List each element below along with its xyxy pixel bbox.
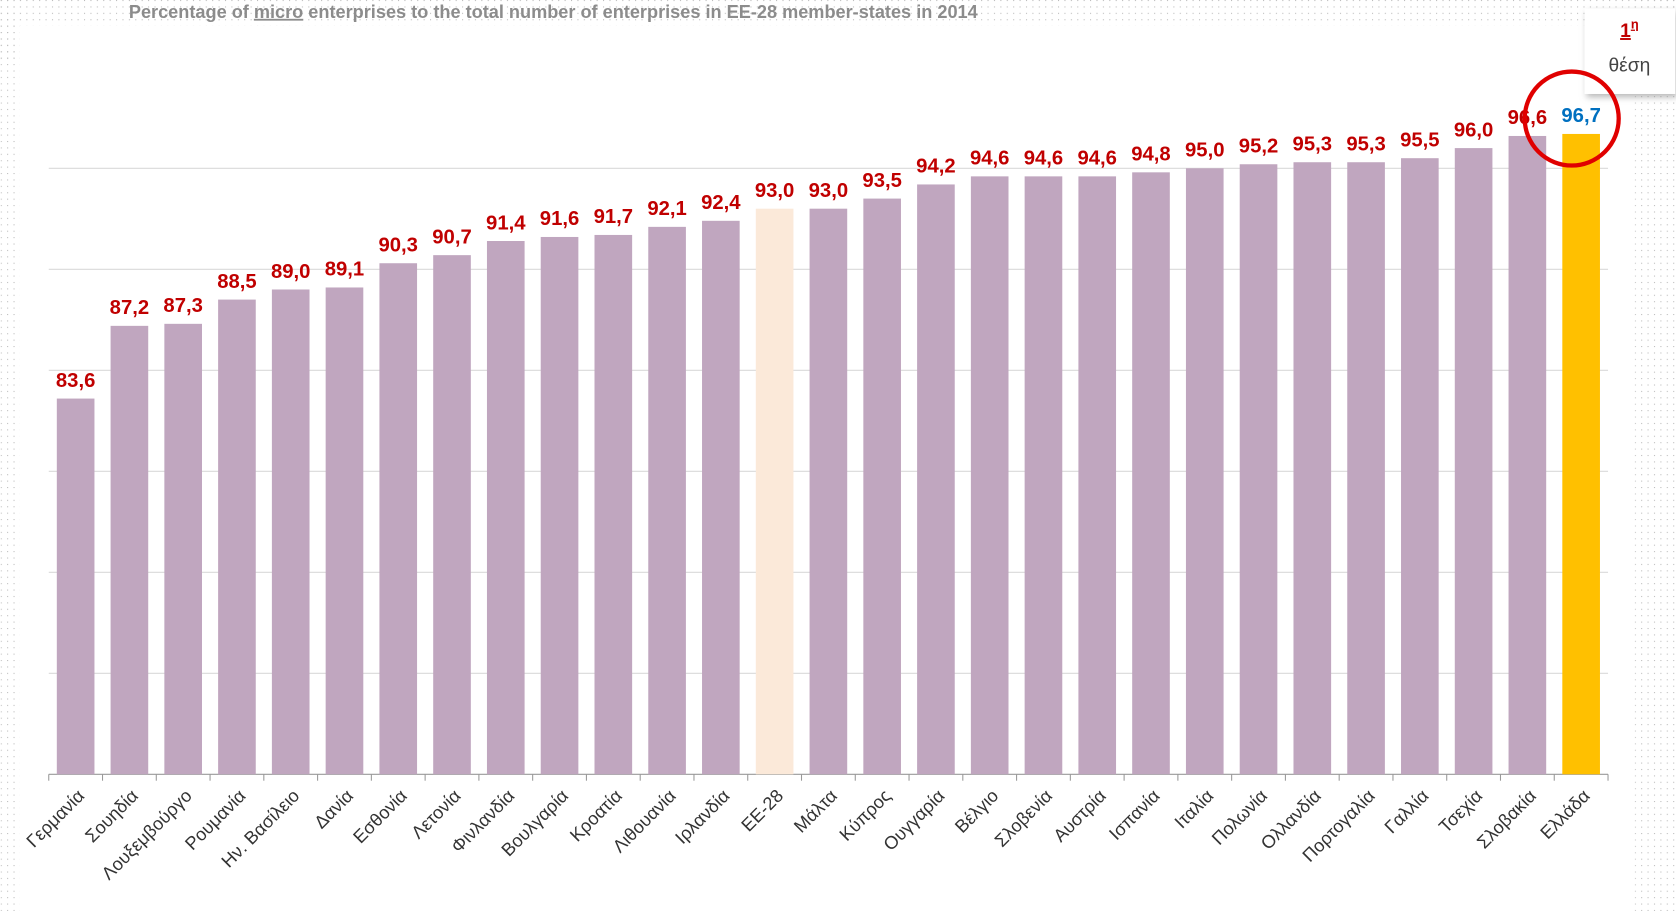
bar — [863, 198, 901, 775]
chart-title: Percentage of micro enterprises to the t… — [129, 2, 978, 22]
value-label: 88,5 — [217, 271, 256, 293]
value-label: 83,6 — [56, 370, 95, 392]
title-part: enterprises to the total number of enter… — [303, 2, 977, 22]
value-label: 87,2 — [110, 297, 149, 319]
bar — [1239, 164, 1278, 775]
bar — [110, 325, 149, 775]
annotation-rank: 1η — [1620, 17, 1639, 42]
bar — [218, 299, 256, 775]
value-label: 91,7 — [594, 206, 633, 228]
value-label: 90,3 — [379, 234, 418, 256]
value-label: 96,7 — [1561, 105, 1600, 127]
bar — [702, 220, 740, 775]
bar — [970, 176, 1009, 775]
title-part: Percentage of — [129, 2, 254, 22]
bar — [809, 208, 848, 775]
bar — [594, 234, 633, 775]
value-label: 93,5 — [862, 170, 901, 192]
annotation-rank-suffix: η — [1631, 17, 1639, 32]
bar — [1078, 176, 1117, 775]
value-label: 94,6 — [970, 148, 1009, 170]
bar — [271, 289, 310, 775]
bar — [648, 226, 686, 775]
value-label: 92,1 — [647, 198, 686, 220]
bar — [325, 287, 364, 775]
bar — [1401, 158, 1439, 775]
value-label: 87,3 — [163, 295, 202, 317]
value-label: 89,0 — [271, 261, 310, 283]
value-label: 93,0 — [809, 180, 848, 202]
value-label: 89,1 — [325, 259, 364, 281]
bar — [755, 208, 794, 775]
bar — [1293, 162, 1332, 775]
background-pattern — [0, 0, 20, 911]
bar — [540, 236, 579, 775]
value-label: 95,3 — [1346, 133, 1385, 155]
title-part: micro — [254, 2, 303, 22]
bar — [379, 263, 418, 775]
value-label: 95,3 — [1293, 133, 1332, 155]
value-label: 93,0 — [755, 180, 794, 202]
value-label: 91,6 — [540, 208, 579, 230]
value-label: 94,6 — [1077, 148, 1116, 170]
highlight-circle — [1522, 69, 1621, 168]
bar — [486, 241, 525, 775]
bar — [1185, 168, 1224, 775]
value-label: 96,6 — [1508, 107, 1547, 129]
bar — [1454, 148, 1493, 775]
value-label: 92,4 — [701, 192, 741, 214]
bar — [1562, 133, 1600, 775]
bar — [917, 184, 955, 775]
value-label: 96,0 — [1454, 119, 1493, 141]
bar — [1347, 162, 1385, 775]
value-label: 90,7 — [432, 226, 471, 248]
background-pattern — [1634, 0, 1676, 911]
annotation-rank-number: 1 — [1620, 21, 1631, 42]
bar — [164, 323, 202, 775]
value-label: 94,6 — [1024, 148, 1063, 170]
value-label: 91,4 — [486, 212, 526, 234]
bar — [56, 398, 95, 775]
value-label: 94,8 — [1131, 144, 1170, 166]
value-label: 95,0 — [1185, 140, 1224, 162]
value-label: 94,2 — [916, 156, 955, 178]
value-label: 95,5 — [1400, 129, 1439, 151]
annotation-text: θέση — [1608, 55, 1650, 76]
value-label: 95,2 — [1239, 136, 1278, 158]
bar — [1132, 172, 1170, 775]
bar — [433, 255, 471, 775]
bar — [1508, 135, 1547, 775]
bar — [1024, 176, 1063, 775]
